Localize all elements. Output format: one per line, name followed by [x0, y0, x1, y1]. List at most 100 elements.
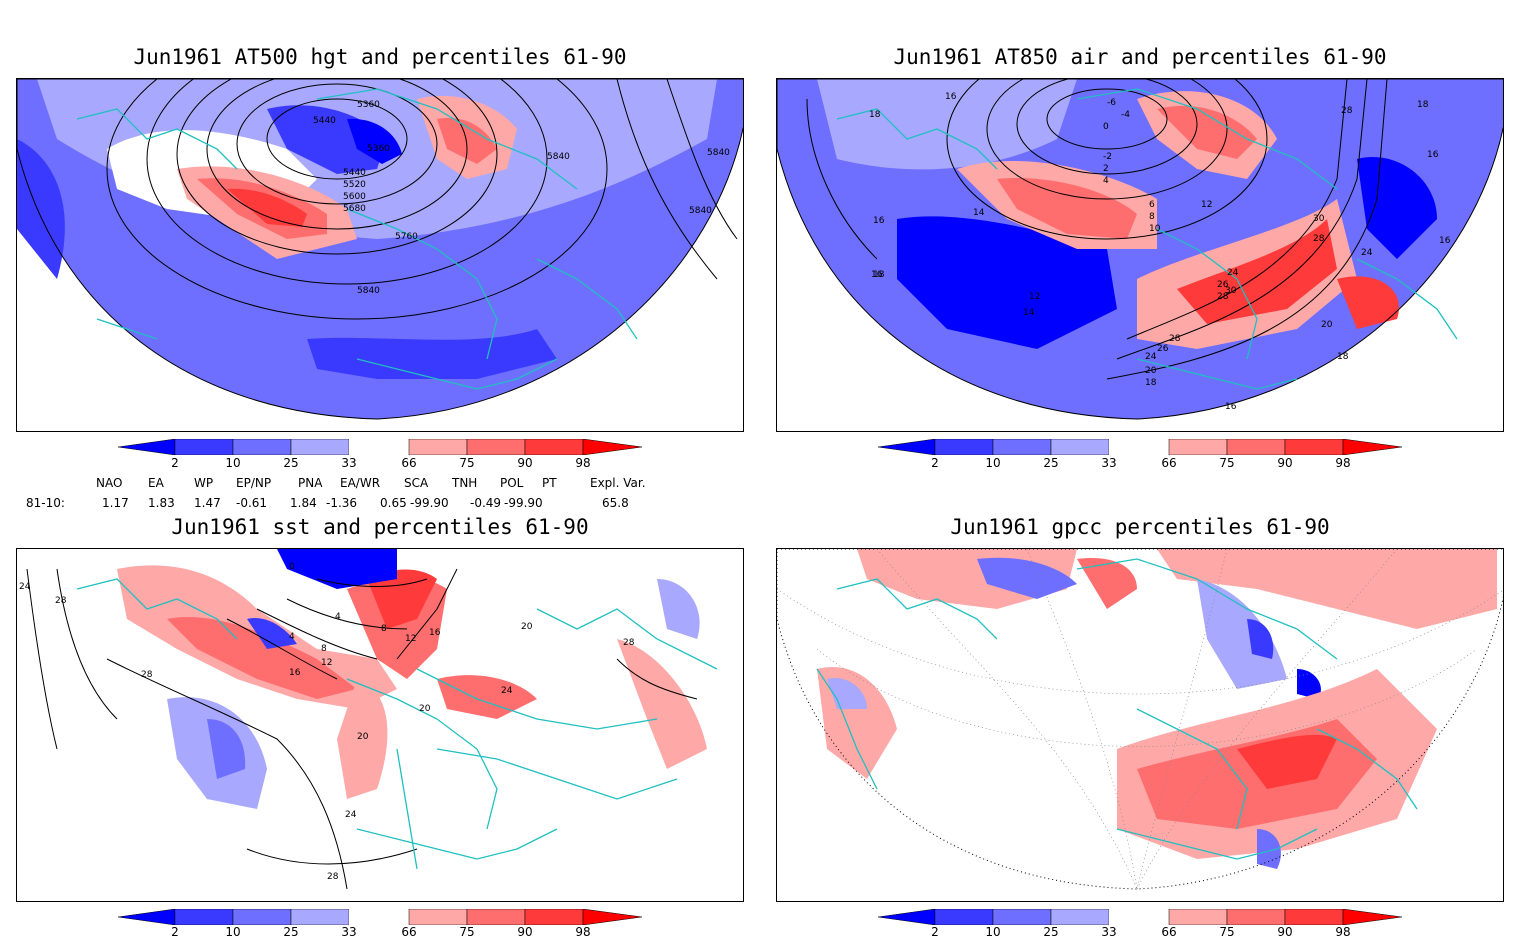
contour-label: 18 — [1417, 100, 1429, 110]
swatch-75 — [466, 438, 526, 456]
blue-anomaly-3 — [207, 719, 246, 779]
swatch-66 — [408, 908, 468, 926]
colorbar-tick: 25 — [283, 925, 299, 939]
contour-lines — [106, 79, 738, 320]
swatch-66 — [1168, 438, 1228, 456]
contour-label: 24 — [1361, 248, 1373, 258]
blue-anomaly-4 — [307, 329, 557, 379]
colorbar-tick: 33 — [341, 925, 357, 939]
hemisphere-edge — [777, 79, 1503, 420]
blue-patch — [1297, 669, 1321, 699]
swatch-neutral — [349, 909, 409, 925]
map-air850: 16 18 -6 -4 0 -2 2 4 6 8 10 12 14 16 18 … — [777, 79, 1503, 420]
blue-anomaly-1 — [897, 216, 1117, 349]
contour-label: 5840 — [357, 286, 380, 296]
swatch-25 — [992, 438, 1052, 456]
swatch-25 — [232, 438, 292, 456]
index-value-pt: -99.90 — [504, 496, 543, 510]
blue-anomaly-1 — [277, 549, 397, 589]
red-patch — [1237, 734, 1337, 789]
contour-label: 0 — [289, 562, 295, 572]
contour-label: 24 — [1227, 268, 1239, 278]
swatch-2 — [117, 908, 176, 926]
lightblue-field — [817, 79, 1077, 170]
coastlines — [76, 88, 638, 390]
contour-label: 12 — [1201, 200, 1212, 210]
contour-label: 12 — [321, 658, 332, 668]
contour-label: 28 — [1169, 334, 1181, 344]
contour-label: 6 — [1149, 200, 1155, 210]
contour-labels: 16 18 -6 -4 0 -2 2 4 6 8 10 12 14 16 18 … — [869, 92, 1451, 412]
blue-patch — [1257, 829, 1281, 869]
contour-label: 24 — [501, 686, 513, 696]
contour-lines — [806, 79, 1388, 380]
index-header-tnh: TNH — [452, 476, 478, 490]
contour-label: 28 — [1341, 106, 1353, 116]
colorbar-tick: 75 — [1219, 456, 1235, 470]
colorbar-tick: 66 — [401, 925, 417, 939]
blue-anomaly-2 — [347, 118, 402, 164]
colorbar-tick: 33 — [341, 456, 357, 470]
contour-label: 16 — [1225, 402, 1237, 412]
swatch-66 — [408, 438, 468, 456]
map-panel-air850: 16 18 -6 -4 0 -2 2 4 6 8 10 12 14 16 18 … — [776, 78, 1504, 432]
contour-label: 16 — [873, 216, 885, 226]
colorbar-tick: 66 — [401, 456, 417, 470]
index-header-eawr: EA/WR — [340, 476, 381, 490]
colorbar-tick: 2 — [171, 925, 179, 939]
index-header-ea: EA — [148, 476, 164, 490]
contour-label: 8 — [321, 644, 327, 654]
colorbar-tick: 10 — [225, 925, 241, 939]
colorbar-tick: 2 — [931, 456, 939, 470]
contour-label: 2 — [1103, 164, 1109, 174]
hemisphere-edge — [777, 549, 1503, 890]
contour-label: 12 — [405, 634, 416, 644]
colorbar-tick: 66 — [1161, 925, 1177, 939]
index-value-epnp: -0.61 — [236, 496, 268, 510]
contour-label: 20 — [357, 732, 369, 742]
contour-label: -4 — [1121, 110, 1130, 120]
contour-label: 5360 — [357, 100, 380, 110]
colorbar-tick: 75 — [459, 456, 475, 470]
map-hgt500: 5360 5440 5360 5440 5520 5600 5680 5760 … — [17, 79, 743, 420]
contour-label: 5600 — [343, 192, 366, 202]
hemisphere-edge — [17, 79, 743, 420]
colorbar-tick: 90 — [1277, 925, 1293, 939]
index-row-label: 81-10: — [26, 496, 65, 510]
red-patch — [1157, 549, 1497, 629]
red-anomaly-3 — [227, 188, 307, 227]
panel-title-sst: Jun1961 sst and percentiles 61-90 — [171, 515, 589, 539]
swatch-2 — [117, 438, 176, 456]
contour-label: 20 — [521, 622, 533, 632]
coastlines — [816, 558, 1418, 860]
swatch-90 — [524, 438, 584, 456]
index-header-explvar: Expl. Var. — [590, 476, 646, 490]
contour-label: 16 — [945, 92, 957, 102]
blue-patch — [827, 678, 867, 709]
swatch-75 — [466, 908, 526, 926]
contour-label: 5840 — [547, 152, 570, 162]
contour-label: 5440 — [313, 116, 336, 126]
swatch-10 — [934, 908, 994, 926]
swatch-neutral — [1109, 439, 1169, 455]
red-anomaly-4 — [367, 569, 437, 629]
contour-label: 30 — [1313, 214, 1325, 224]
red-anomaly-2 — [167, 617, 357, 699]
map-panel-hgt500: 5360 5440 5360 5440 5520 5600 5680 5760 … — [16, 78, 744, 432]
contour-label: 28 — [327, 872, 339, 882]
contour-label: 4 — [1103, 176, 1109, 186]
contour-label: 14 — [973, 208, 985, 218]
index-value-wp: 1.47 — [194, 496, 221, 510]
contour-label: 24 — [1145, 352, 1157, 362]
contour-label: 18 — [1145, 378, 1157, 388]
red-anomaly-6 — [437, 675, 537, 719]
swatch-33 — [1050, 438, 1110, 456]
swatch-2 — [877, 908, 936, 926]
colorbar-sst: 2 10 25 33 66 75 90 98 — [117, 908, 643, 940]
swatch-10 — [934, 438, 994, 456]
colorbar-tick: 66 — [1161, 456, 1177, 470]
swatch-90 — [1284, 908, 1344, 926]
colorbar-tick: 25 — [283, 456, 299, 470]
map-panel-sst: 24 28 28 0 4 8 12 16 20 24 28 4 8 12 16 … — [16, 548, 744, 902]
red-anomaly-5 — [337, 679, 388, 799]
